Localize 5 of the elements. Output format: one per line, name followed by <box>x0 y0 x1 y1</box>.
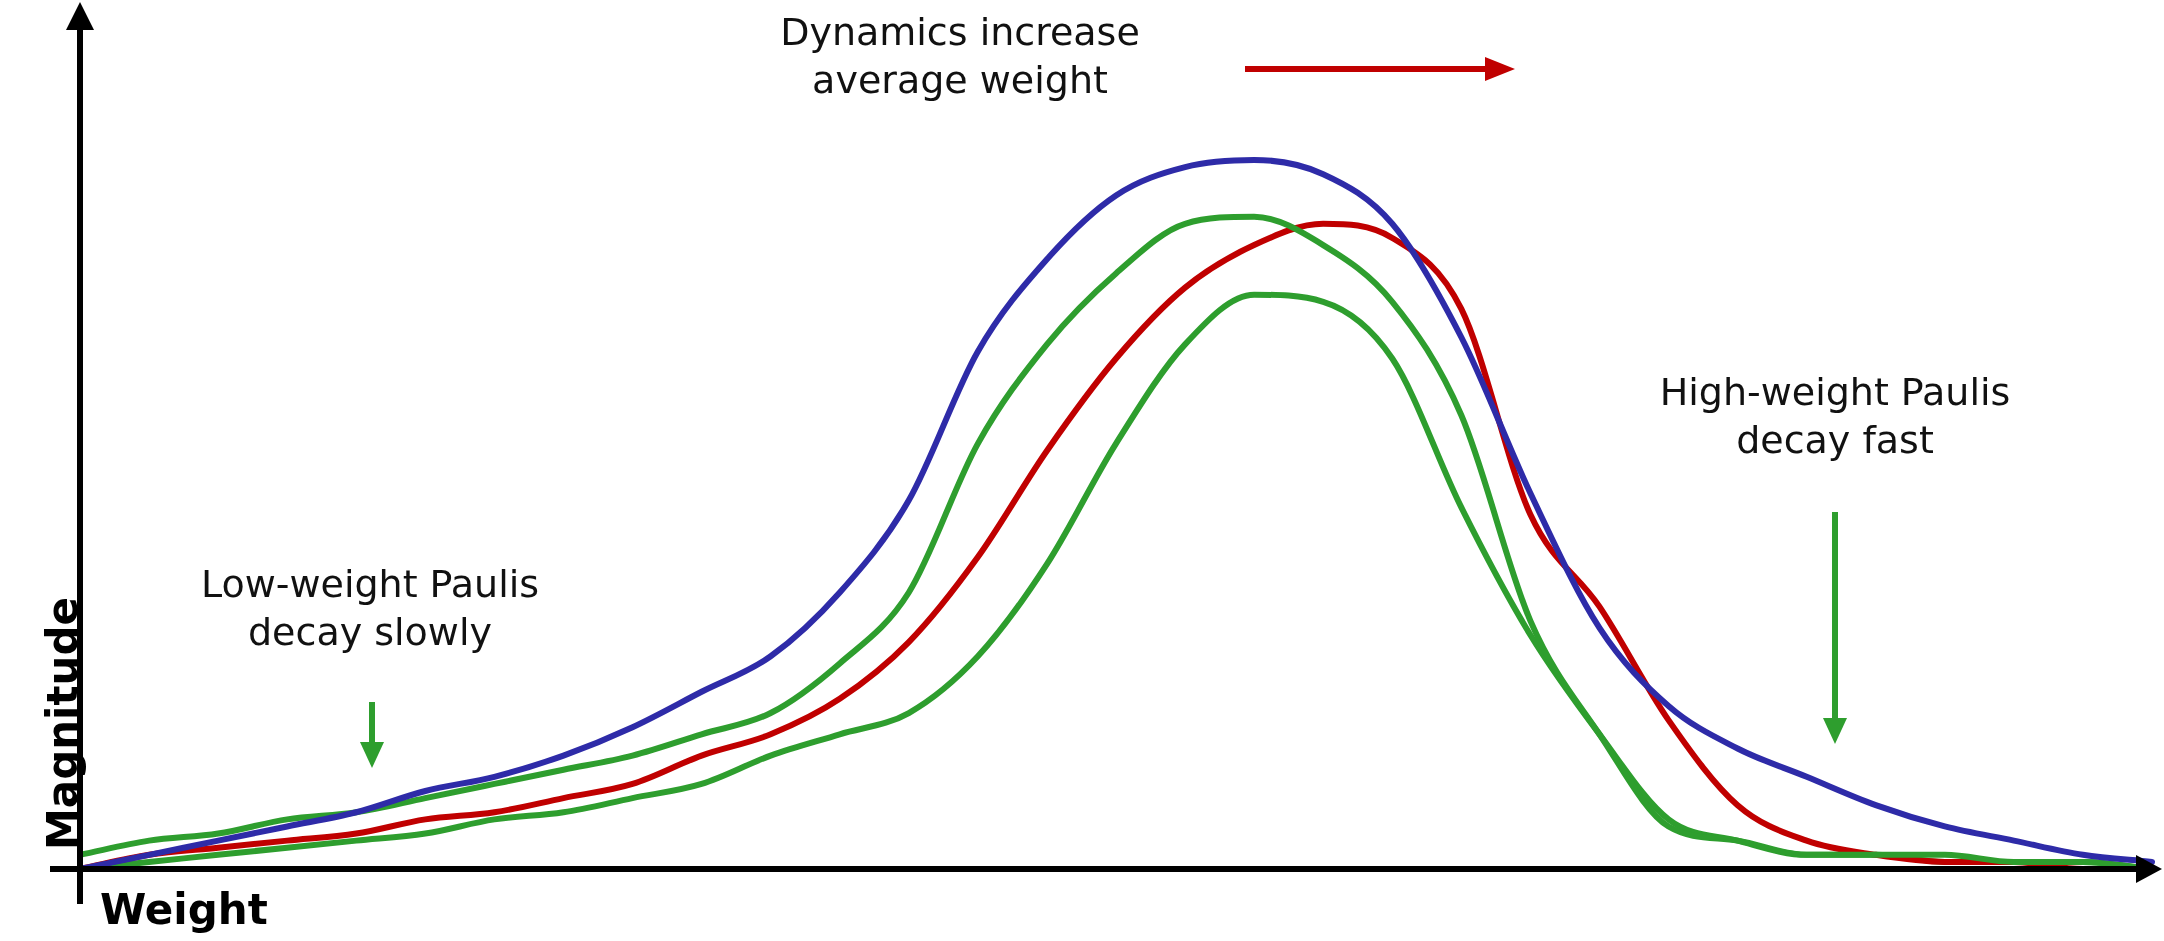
annotation: High-weight Paulis decay fast <box>1658 369 2012 464</box>
annotation: Low-weight Paulis decay slowly <box>199 561 541 656</box>
y-axis-title: Magnitude <box>38 596 87 850</box>
text: Dynamics increase average weight <box>779 9 1141 104</box>
x-axis-title: Weight <box>100 885 268 934</box>
